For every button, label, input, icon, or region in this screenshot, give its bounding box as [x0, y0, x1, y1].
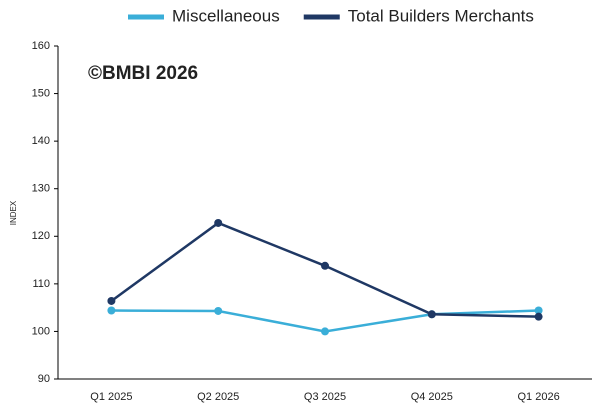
data-point	[107, 296, 116, 305]
data-point	[534, 312, 543, 321]
annotation: ©BMBI 2026	[88, 63, 198, 84]
data-point	[321, 327, 329, 336]
y-tick-label: 160	[32, 40, 50, 52]
x-tick-label: Q1 2026	[517, 391, 559, 403]
y-tick-label: 140	[32, 135, 50, 147]
x-tick-label: Q1 2025	[90, 391, 132, 403]
series-line	[110, 221, 539, 318]
y-tick-label: 150	[32, 87, 50, 99]
y-tick-label: 100	[32, 325, 50, 337]
legend-label: Miscellaneous	[172, 6, 280, 25]
y-axis-label: INDEX	[9, 200, 18, 225]
legend-label: Total Builders Merchants	[348, 6, 534, 25]
data-point	[107, 306, 116, 315]
data-point	[534, 306, 543, 315]
y-tick-label: 130	[32, 183, 50, 195]
x-tick-label: Q3 2025	[304, 391, 346, 403]
x-tick-label: Q2 2025	[197, 391, 239, 403]
data-point	[214, 218, 223, 227]
data-point	[321, 261, 329, 270]
y-tick-label: 90	[38, 373, 50, 385]
x-tick-label: Q4 2025	[411, 391, 453, 403]
data-point	[214, 306, 223, 315]
y-tick-label: 120	[32, 230, 50, 242]
y-tick-label: 110	[32, 278, 50, 290]
data-point	[427, 310, 436, 319]
